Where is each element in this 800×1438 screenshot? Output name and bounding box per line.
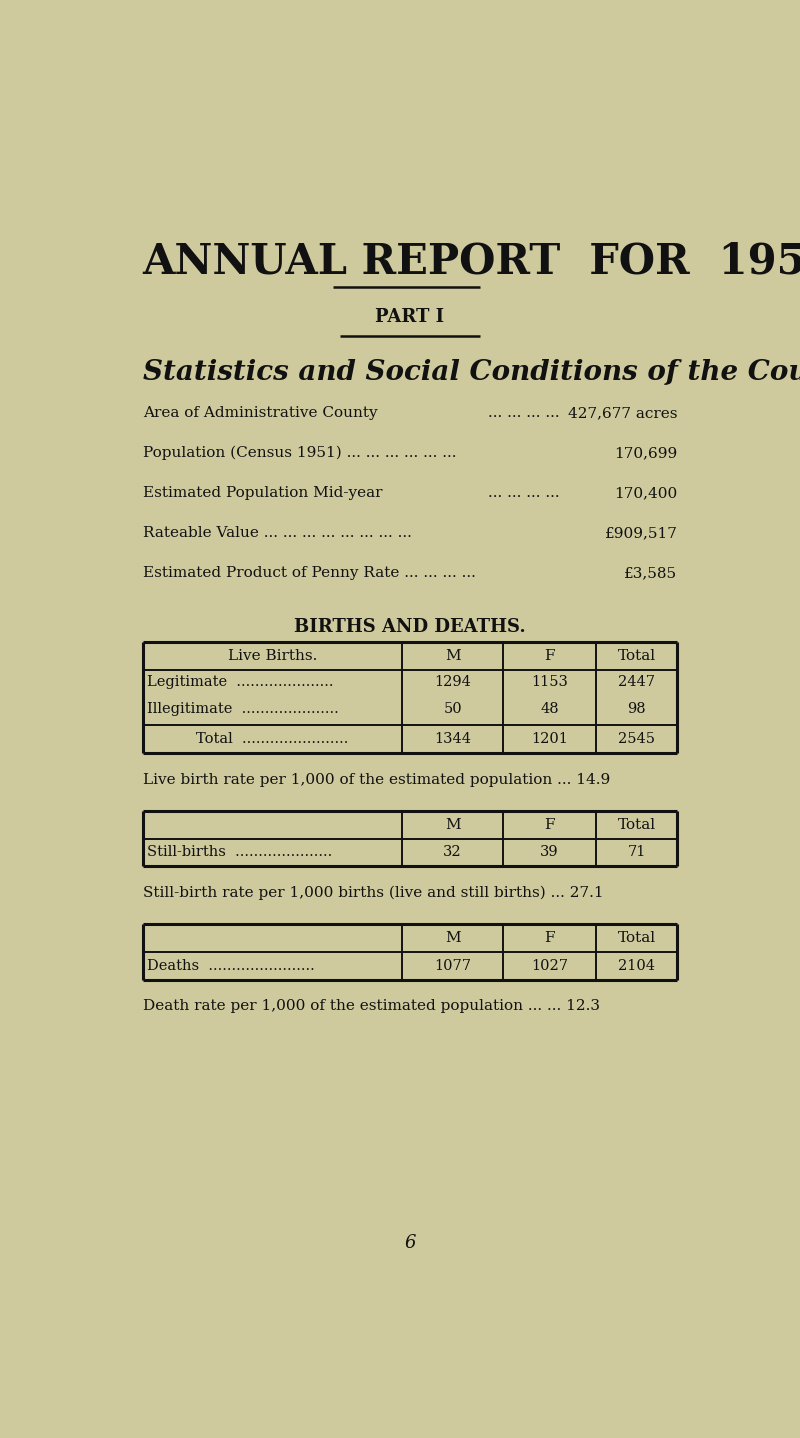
Text: 427,677 acres: 427,677 acres	[568, 406, 678, 420]
Text: Population (Census 1951) ... ... ... ... ... ...: Population (Census 1951) ... ... ... ...…	[142, 446, 456, 460]
Text: Estimated Product of Penny Rate ... ... ... ...: Estimated Product of Penny Rate ... ... …	[142, 567, 475, 580]
Text: M: M	[445, 818, 461, 831]
Text: Legitimate  .....................: Legitimate .....................	[147, 674, 334, 689]
Text: F: F	[544, 930, 554, 945]
Text: Total: Total	[618, 818, 656, 831]
Text: 32: 32	[443, 846, 462, 860]
Text: Rateable Value ... ... ... ... ... ... ... ...: Rateable Value ... ... ... ... ... ... .…	[142, 526, 411, 539]
Text: Still-birth rate per 1,000 births (live and still births) ... 27.1: Still-birth rate per 1,000 births (live …	[142, 886, 603, 900]
Text: 6: 6	[404, 1234, 416, 1252]
Text: 170,699: 170,699	[614, 446, 678, 460]
Text: £909,517: £909,517	[605, 526, 678, 539]
Text: Live birth rate per 1,000 of the estimated population ... 14.9: Live birth rate per 1,000 of the estimat…	[142, 774, 610, 787]
Text: Total  .......................: Total .......................	[196, 732, 349, 746]
Text: Area of Administrative County: Area of Administrative County	[142, 406, 378, 420]
Text: 50: 50	[443, 702, 462, 716]
Text: 39: 39	[540, 846, 559, 860]
Text: 170,400: 170,400	[614, 486, 678, 500]
Text: Estimated Population Mid-year: Estimated Population Mid-year	[142, 486, 382, 500]
Text: 2447: 2447	[618, 674, 655, 689]
Text: ANNUAL REPORT  FOR  1953: ANNUAL REPORT FOR 1953	[142, 240, 800, 282]
Text: 98: 98	[627, 702, 646, 716]
Text: M: M	[445, 930, 461, 945]
Text: M: M	[445, 649, 461, 663]
Text: 48: 48	[540, 702, 559, 716]
Text: Total: Total	[618, 649, 656, 663]
Text: PART I: PART I	[375, 308, 445, 326]
Text: Live Births.: Live Births.	[228, 649, 317, 663]
Text: 1153: 1153	[531, 674, 568, 689]
Text: BIRTHS AND DEATHS.: BIRTHS AND DEATHS.	[294, 618, 526, 636]
Text: 71: 71	[627, 846, 646, 860]
Text: Death rate per 1,000 of the estimated population ... ... 12.3: Death rate per 1,000 of the estimated po…	[142, 999, 600, 1014]
Text: ... ... ... ...: ... ... ... ...	[487, 486, 559, 500]
Text: 2104: 2104	[618, 959, 655, 972]
Text: ... ... ... ...: ... ... ... ...	[487, 406, 559, 420]
Text: F: F	[544, 818, 554, 831]
Text: Illegitimate  .....................: Illegitimate .....................	[147, 702, 339, 716]
Text: 1344: 1344	[434, 732, 471, 746]
Text: 1027: 1027	[531, 959, 568, 972]
Text: Statistics and Social Conditions of the County: Statistics and Social Conditions of the …	[142, 360, 800, 387]
Text: 1077: 1077	[434, 959, 471, 972]
Text: Still-births  .....................: Still-births .....................	[147, 846, 333, 860]
Text: £3,585: £3,585	[624, 567, 678, 580]
Text: Total: Total	[618, 930, 656, 945]
Text: 2545: 2545	[618, 732, 655, 746]
Text: F: F	[544, 649, 554, 663]
Text: 1201: 1201	[531, 732, 568, 746]
Text: Deaths  .......................: Deaths .......................	[147, 959, 315, 972]
Text: 1294: 1294	[434, 674, 471, 689]
